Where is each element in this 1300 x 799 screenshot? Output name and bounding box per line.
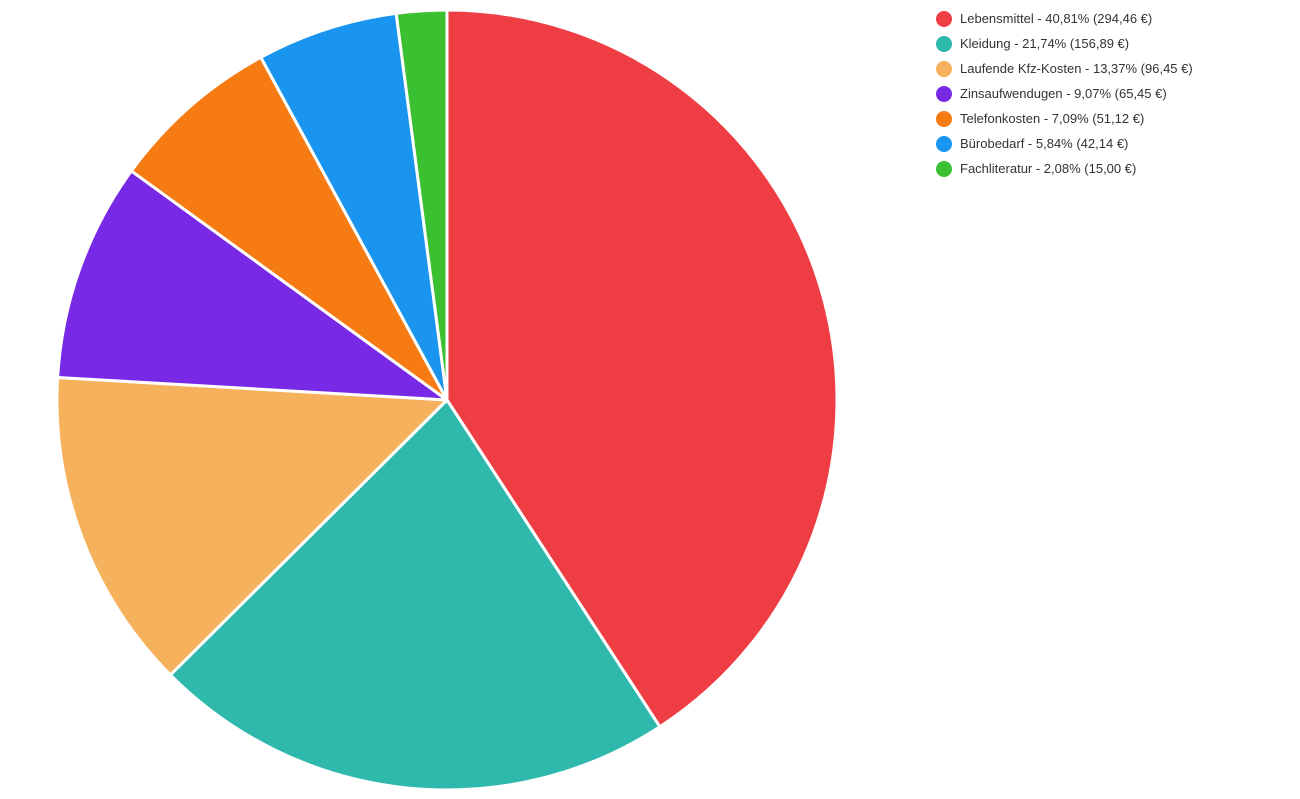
legend-item[interactable]: Kleidung - 21,74% (156,89 €) [936, 31, 1193, 56]
legend-label: Bürobedarf - 5,84% (42,14 €) [960, 136, 1128, 151]
legend-item[interactable]: Telefonkosten - 7,09% (51,12 €) [936, 106, 1193, 131]
legend-item[interactable]: Fachliteratur - 2,08% (15,00 €) [936, 156, 1193, 181]
legend-swatch [936, 136, 952, 152]
legend-swatch [936, 36, 952, 52]
legend-item[interactable]: Lebensmittel - 40,81% (294,46 €) [936, 6, 1193, 31]
legend-item[interactable]: Zinsaufwendugen - 9,07% (65,45 €) [936, 81, 1193, 106]
legend-label: Laufende Kfz-Kosten - 13,37% (96,45 €) [960, 61, 1193, 76]
legend-swatch [936, 86, 952, 102]
legend-swatch [936, 161, 952, 177]
legend-swatch [936, 11, 952, 27]
legend-label: Fachliteratur - 2,08% (15,00 €) [960, 161, 1136, 176]
legend-swatch [936, 111, 952, 127]
legend-swatch [936, 61, 952, 77]
legend-label: Lebensmittel - 40,81% (294,46 €) [960, 11, 1152, 26]
legend-label: Telefonkosten - 7,09% (51,12 €) [960, 111, 1144, 126]
expense-pie-chart: Lebensmittel - 40,81% (294,46 €) Kleidung… [0, 0, 1300, 799]
legend-item[interactable]: Bürobedarf - 5,84% (42,14 €) [936, 131, 1193, 156]
legend-label: Zinsaufwendugen - 9,07% (65,45 €) [960, 86, 1167, 101]
legend-label: Kleidung - 21,74% (156,89 €) [960, 36, 1129, 51]
legend: Lebensmittel - 40,81% (294,46 €) Kleidung… [936, 6, 1193, 181]
legend-item[interactable]: Laufende Kfz-Kosten - 13,37% (96,45 €) [936, 56, 1193, 81]
